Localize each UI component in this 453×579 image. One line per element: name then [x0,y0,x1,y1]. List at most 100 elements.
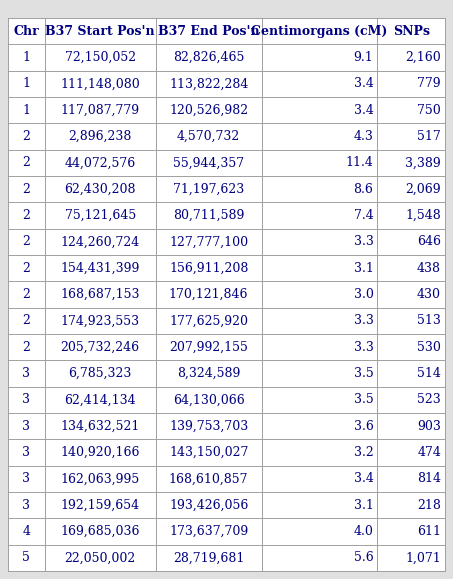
Text: 4: 4 [22,525,30,538]
Text: 3.2: 3.2 [354,446,373,459]
Text: 62,430,208: 62,430,208 [64,182,136,196]
Text: 120,526,982: 120,526,982 [169,104,248,116]
Text: 3.1: 3.1 [354,262,373,274]
Text: 62,414,134: 62,414,134 [64,393,136,406]
Text: 71,197,623: 71,197,623 [173,182,244,196]
Text: 517: 517 [417,130,441,143]
Text: 513: 513 [417,314,441,327]
Text: 1,548: 1,548 [405,209,441,222]
Text: 113,822,284: 113,822,284 [169,78,248,90]
Text: 2: 2 [22,262,30,274]
Text: 3.1: 3.1 [354,499,373,512]
Text: 2: 2 [22,209,30,222]
Text: 177,625,920: 177,625,920 [169,314,248,327]
Text: 75,121,645: 75,121,645 [64,209,136,222]
Text: B37 End Pos'n: B37 End Pos'n [158,25,260,38]
Text: 2: 2 [22,288,30,301]
Text: 168,610,857: 168,610,857 [169,472,248,485]
Text: 173,637,709: 173,637,709 [169,525,248,538]
Text: 523: 523 [417,393,441,406]
Text: 139,753,703: 139,753,703 [169,420,248,433]
Text: 2: 2 [22,340,30,354]
Text: 5.6: 5.6 [354,551,373,565]
Text: 207,992,155: 207,992,155 [169,340,248,354]
Text: 8,324,589: 8,324,589 [177,367,241,380]
Text: 55,944,357: 55,944,357 [173,156,244,169]
Text: 124,260,724: 124,260,724 [61,235,140,248]
Text: B37 Start Pos'n: B37 Start Pos'n [45,25,155,38]
Text: 646: 646 [417,235,441,248]
Text: 156,911,208: 156,911,208 [169,262,248,274]
Text: 6,785,323: 6,785,323 [68,367,132,380]
Text: 3.4: 3.4 [354,472,373,485]
Text: 154,431,399: 154,431,399 [60,262,140,274]
Text: 2: 2 [22,314,30,327]
Text: 205,732,246: 205,732,246 [61,340,140,354]
Text: 11.4: 11.4 [346,156,373,169]
Text: 3.0: 3.0 [354,288,373,301]
Text: 218: 218 [417,499,441,512]
Text: 530: 530 [417,340,441,354]
Text: 134,632,521: 134,632,521 [60,420,140,433]
Text: 1,071: 1,071 [405,551,441,565]
Text: 430: 430 [417,288,441,301]
Text: 779: 779 [417,78,441,90]
Text: 140,920,166: 140,920,166 [60,446,140,459]
Text: 438: 438 [417,262,441,274]
Text: 2,896,238: 2,896,238 [68,130,132,143]
Text: 814: 814 [417,472,441,485]
Text: 192,159,654: 192,159,654 [61,499,140,512]
Text: 117,087,779: 117,087,779 [61,104,140,116]
Text: 80,711,589: 80,711,589 [173,209,244,222]
Text: 1: 1 [22,51,30,64]
Text: 2,160: 2,160 [405,51,441,64]
Text: 3: 3 [22,446,30,459]
Text: 4.0: 4.0 [354,525,373,538]
Text: 169,685,036: 169,685,036 [60,525,140,538]
Text: 3.3: 3.3 [354,235,373,248]
Text: 82,826,465: 82,826,465 [173,51,244,64]
Text: 474: 474 [417,446,441,459]
Text: 64,130,066: 64,130,066 [173,393,245,406]
Text: 162,063,995: 162,063,995 [61,472,140,485]
Text: 2: 2 [22,156,30,169]
Text: 1: 1 [22,104,30,116]
Text: 611: 611 [417,525,441,538]
Text: 3: 3 [22,367,30,380]
Text: 3: 3 [22,472,30,485]
Text: 3.6: 3.6 [354,420,373,433]
Text: 72,150,052: 72,150,052 [65,51,136,64]
Text: 750: 750 [417,104,441,116]
Text: 5: 5 [22,551,30,565]
Text: 3.3: 3.3 [354,314,373,327]
Text: SNPs: SNPs [393,25,430,38]
Text: 3: 3 [22,499,30,512]
Text: 2: 2 [22,235,30,248]
Text: 111,148,080: 111,148,080 [60,78,140,90]
Text: 3,389: 3,389 [405,156,441,169]
Text: 3.4: 3.4 [354,78,373,90]
Text: 903: 903 [417,420,441,433]
Text: 3.4: 3.4 [354,104,373,116]
Text: 9.1: 9.1 [354,51,373,64]
Text: Centimorgans (cM): Centimorgans (cM) [251,25,388,38]
Text: 7.4: 7.4 [354,209,373,222]
Text: 22,050,002: 22,050,002 [64,551,136,565]
Text: 3: 3 [22,420,30,433]
Text: 3: 3 [22,393,30,406]
Text: 4,570,732: 4,570,732 [177,130,240,143]
Text: 2: 2 [22,130,30,143]
Text: 2,069: 2,069 [405,182,441,196]
Text: 168,687,153: 168,687,153 [60,288,140,301]
Text: 193,426,056: 193,426,056 [169,499,248,512]
Text: 3.3: 3.3 [354,340,373,354]
Text: Chr: Chr [14,25,39,38]
Text: 143,150,027: 143,150,027 [169,446,248,459]
Text: 44,072,576: 44,072,576 [64,156,136,169]
Text: 28,719,681: 28,719,681 [173,551,244,565]
Text: 170,121,846: 170,121,846 [169,288,248,301]
Text: 127,777,100: 127,777,100 [169,235,248,248]
Text: 3.5: 3.5 [354,393,373,406]
Text: 3.5: 3.5 [354,367,373,380]
Text: 2: 2 [22,182,30,196]
